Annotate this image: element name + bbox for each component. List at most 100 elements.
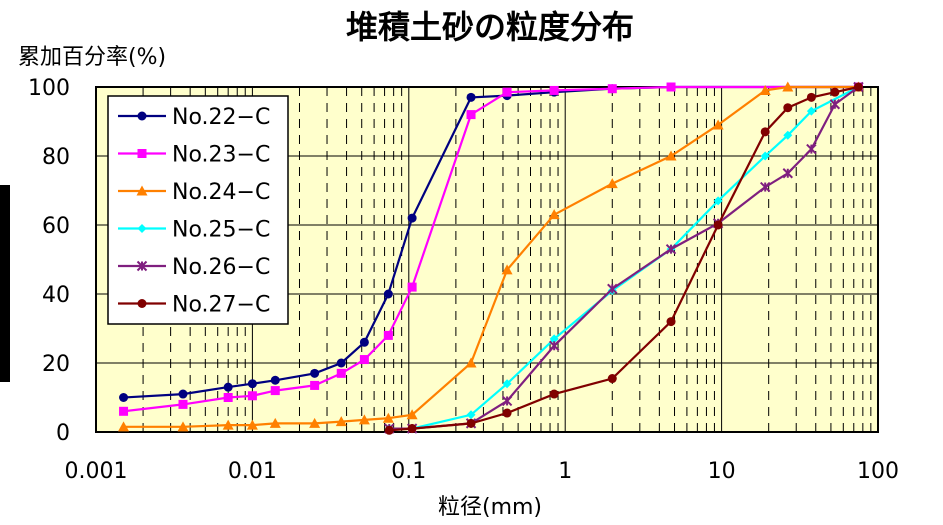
chart-title: 堆積土砂の粒度分布 [346,8,634,46]
data-point [119,406,129,416]
x-tick-label: 0.1 [391,459,426,484]
data-point [607,84,617,94]
data-point [407,213,417,223]
data-point [119,393,129,402]
data-point [336,368,346,378]
data-point [783,103,793,113]
data-point [466,418,476,428]
y-tick-label: 100 [28,76,70,101]
y-tick-label: 20 [42,352,70,377]
data-point [549,334,559,344]
series-layer [118,81,864,435]
data-point [383,330,393,340]
data-point [548,209,560,220]
data-point [466,92,476,102]
series-line [123,85,859,413]
legend-label: No.23−C [172,143,270,168]
left-edge-bar [0,185,10,382]
legend-item: No.26−C [118,255,270,280]
data-point [466,410,476,420]
series-2 [119,82,863,416]
data-point [501,264,513,275]
data-point [665,150,677,161]
data-point [246,419,258,430]
data-point [666,82,676,92]
legend-label: No.24−C [172,180,270,205]
data-point [310,380,320,390]
data-point [502,379,512,389]
data-point [760,151,770,161]
data-point [806,106,816,116]
data-point [465,357,477,368]
data-point [336,358,346,368]
data-point [335,416,347,427]
data-point [666,317,676,327]
x-tick-label: 10 [708,459,736,484]
data-point [177,421,189,432]
data-point [310,368,320,378]
x-axis-label: 粒径(mm) [438,495,542,520]
x-tick-label: 100 [857,459,899,484]
y-axis-label: 累加百分率(%) [18,45,166,70]
legend: No.22−C No.23−C No.24−C No.25−C No.26−C No.27… [107,95,289,325]
legend-swatch-marker [137,299,147,308]
legend-label: No.25−C [172,218,270,243]
data-point [853,82,863,92]
legend-item: No.25−C [118,218,270,243]
data-point [713,220,723,230]
data-point [501,395,513,407]
data-point [713,196,723,206]
legend-swatch-marker [137,111,147,121]
data-point [829,99,841,110]
data-point [223,393,233,402]
x-tick-label: 0.01 [228,459,277,484]
data-point [383,289,393,299]
y-tick-label: 0 [56,421,70,446]
legend-label: No.22−C [172,105,270,130]
data-point [269,417,281,428]
data-point [607,283,618,295]
data-point [806,92,816,102]
y-tick-label: 60 [42,214,70,239]
data-point [782,81,794,92]
data-point [759,84,771,95]
data-point [223,382,233,392]
data-point [782,168,794,179]
legend-item: No.24−C [118,180,270,205]
data-point [783,130,793,140]
data-point [407,282,417,292]
legend-label: No.26−C [172,255,270,280]
data-point [502,87,512,97]
data-point [384,425,394,435]
data-point [178,399,188,409]
legend-swatch-marker [136,185,148,196]
data-point [665,243,677,255]
series-6 [384,82,863,435]
data-point [759,181,771,193]
data-point [359,337,369,347]
data-point [806,143,817,155]
legend-item: No.27−C [118,293,270,318]
legend-swatch-marker [137,224,147,233]
plot-frame [95,86,879,433]
data-point [549,389,559,399]
data-point [309,417,321,428]
data-point [118,421,130,432]
data-point [359,355,369,365]
data-point [247,379,257,389]
data-point [760,127,770,137]
data-point [382,412,394,423]
y-tick-label: 80 [42,145,70,170]
data-point [548,340,560,351]
data-point [549,85,559,95]
data-point [178,389,188,399]
data-point [606,178,618,189]
data-point [830,87,840,97]
x-tick-label: 0.001 [65,459,128,484]
legend-swatch-marker [136,260,148,272]
data-point [407,424,417,434]
data-point [502,408,512,418]
y-tick-label: 40 [42,283,70,308]
legend-item: No.23−C [118,143,270,168]
